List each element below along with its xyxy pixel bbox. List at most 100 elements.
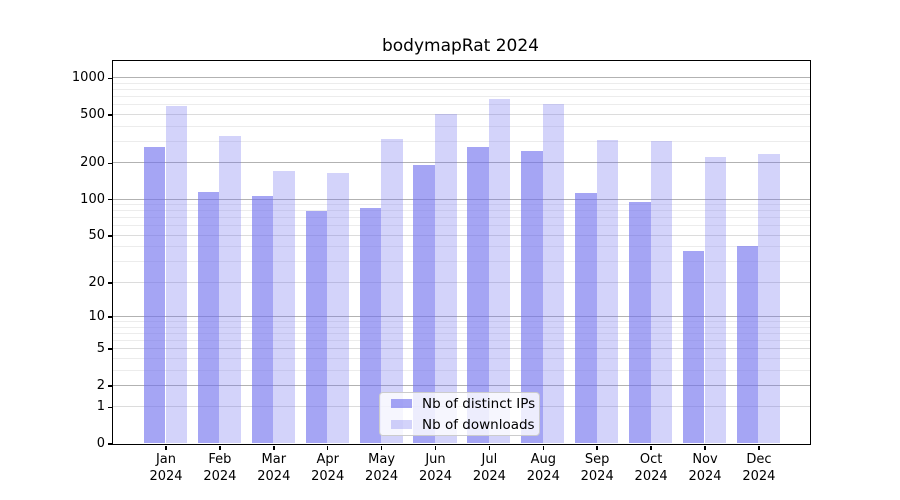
bar-downloads-apr	[327, 172, 349, 444]
bar-downloads-nov	[704, 157, 727, 444]
minor-gridline	[112, 357, 810, 359]
bar-downloads-feb	[219, 136, 241, 444]
minor-gridline	[112, 369, 810, 371]
bar-distinct-ips-jan	[143, 146, 166, 444]
bar-downloads-mar	[273, 170, 295, 444]
major-gridline	[112, 162, 810, 164]
bar-distinct-ips-jul	[467, 146, 489, 444]
y-tick-label: 100	[80, 191, 105, 207]
y-tick-mark	[107, 282, 112, 284]
minor-gridline	[112, 140, 810, 142]
x-tick-label: Sep 2024	[580, 452, 614, 484]
minor-gridline	[112, 104, 810, 106]
y-tick-label: 200	[80, 155, 105, 171]
chart-title: bodymapRat 2024	[381, 36, 539, 56]
minor-gridline	[112, 339, 810, 341]
bar-distinct-ips-aug	[521, 151, 543, 444]
legend-swatch-distinct-ips	[391, 399, 412, 408]
y-tick-mark	[107, 235, 112, 237]
x-tick-mark	[758, 445, 760, 450]
x-tick-mark	[704, 445, 706, 450]
y-tick-label: 2	[96, 377, 105, 393]
y-tick-label: 1	[96, 399, 105, 415]
bar-distinct-ips-dec	[736, 245, 759, 444]
legend-row-downloads: Nb of downloads	[391, 416, 539, 433]
minor-gridline	[112, 246, 810, 248]
bar-downloads-sep	[596, 140, 619, 444]
y-tick-mark	[107, 443, 112, 445]
y-tick-mark	[107, 348, 112, 350]
bar-distinct-ips-apr	[305, 210, 328, 444]
x-tick-label: Nov 2024	[688, 452, 722, 484]
minor-gridline	[112, 125, 810, 127]
minor-gridline	[112, 210, 810, 212]
minor-gridline	[112, 225, 810, 227]
minor-gridline	[112, 321, 810, 323]
bar-distinct-ips-jun	[413, 164, 435, 444]
legend-row-distinct-ips: Nb of distinct IPs	[391, 395, 539, 412]
major-gridline	[112, 234, 810, 236]
x-tick-label: Jan 2024	[149, 452, 183, 484]
x-tick-mark	[273, 445, 275, 450]
major-gridline	[112, 113, 810, 115]
x-tick-label: May 2024	[365, 452, 399, 484]
major-gridline	[112, 384, 810, 386]
bar-downloads-aug	[542, 103, 565, 444]
legend: Nb of distinct IPs Nb of downloads	[379, 392, 540, 436]
y-tick-mark	[107, 77, 112, 80]
y-tick-mark	[107, 406, 112, 409]
minor-gridline	[112, 217, 810, 219]
plot-area	[111, 59, 811, 445]
bar-downloads-jun	[435, 114, 457, 444]
x-tick-label: Apr 2024	[311, 452, 345, 484]
minor-gridline	[112, 204, 810, 206]
y-tick-label: 500	[80, 106, 105, 122]
y-tick-label: 20	[88, 274, 105, 290]
x-tick-mark	[380, 445, 383, 450]
x-tick-mark	[650, 445, 652, 450]
y-tick-mark	[107, 198, 112, 201]
minor-gridline	[112, 96, 810, 98]
minor-gridline	[112, 82, 810, 84]
bar-distinct-ips-may	[359, 208, 382, 444]
bar-downloads-dec	[758, 153, 780, 444]
y-tick-mark	[107, 162, 112, 165]
bar-distinct-ips-mar	[251, 196, 274, 444]
x-tick-label: Oct 2024	[634, 452, 668, 484]
x-tick-mark	[542, 445, 545, 450]
major-gridline	[112, 77, 810, 79]
minor-gridline	[112, 332, 810, 334]
x-tick-label: Jul 2024	[472, 452, 506, 484]
legend-label-downloads: Nb of downloads	[422, 416, 535, 433]
bar-downloads-oct	[650, 141, 673, 444]
x-tick-label: Jun 2024	[418, 452, 453, 484]
x-tick-mark	[488, 445, 491, 450]
x-tick-mark	[326, 445, 329, 450]
major-gridline	[112, 281, 810, 283]
legend-swatch-downloads	[391, 420, 412, 429]
x-tick-mark	[596, 445, 598, 450]
y-tick-label: 50	[88, 227, 105, 243]
bar-downloads-may	[381, 138, 403, 444]
bar-distinct-ips-oct	[629, 201, 651, 444]
minor-gridline	[112, 261, 810, 263]
y-tick-label: 0	[96, 436, 105, 451]
x-tick-label: Mar 2024	[257, 452, 291, 484]
bar-distinct-ips-nov	[682, 250, 705, 444]
bar-distinct-ips-feb	[197, 191, 220, 444]
major-gridline	[112, 348, 810, 350]
bar-downloads-jul	[488, 98, 511, 444]
legend-label-distinct-ips: Nb of distinct IPs	[422, 395, 536, 412]
y-tick-mark	[107, 114, 112, 116]
y-tick-label: 10	[88, 309, 105, 325]
y-tick-mark	[107, 385, 112, 387]
x-tick-label: Feb 2024	[203, 452, 237, 484]
y-tick-label: 5	[96, 341, 105, 357]
y-tick-label: 1000	[71, 70, 105, 86]
major-gridline	[112, 316, 810, 318]
x-tick-mark	[165, 445, 167, 450]
major-gridline	[112, 198, 810, 200]
minor-gridline	[112, 89, 810, 91]
y-tick-mark	[107, 316, 112, 318]
